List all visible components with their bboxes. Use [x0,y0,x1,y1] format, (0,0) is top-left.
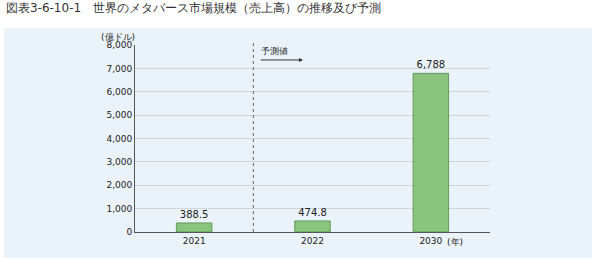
svg-text:3,000: 3,000 [106,157,132,167]
svg-text:8,000: 8,000 [106,40,132,50]
svg-text:2,000: 2,000 [106,180,132,190]
svg-text:2030: 2030 [419,236,442,246]
svg-text:388.5: 388.5 [180,209,209,220]
svg-text:0: 0 [126,227,132,237]
svg-text:6,000: 6,000 [106,87,132,97]
svg-text:(年): (年) [447,237,463,247]
svg-text:2022: 2022 [301,236,324,246]
svg-text:2021: 2021 [183,236,206,246]
svg-text:6,788: 6,788 [417,59,446,70]
svg-text:1,000: 1,000 [106,204,132,214]
svg-text:4,000: 4,000 [106,134,132,144]
svg-text:(億ドル): (億ドル) [101,32,135,42]
svg-text:5,000: 5,000 [106,110,132,120]
svg-text:474.8: 474.8 [298,207,327,218]
svg-text:予測値: 予測値 [261,46,288,56]
svg-text:図表3-6-10-1 世界のメタバース市場規模（売上高）の推: 図表3-6-10-1 世界のメタバース市場規模（売上高）の推移及び予測 [6,1,381,15]
svg-text:7,000: 7,000 [106,64,132,74]
